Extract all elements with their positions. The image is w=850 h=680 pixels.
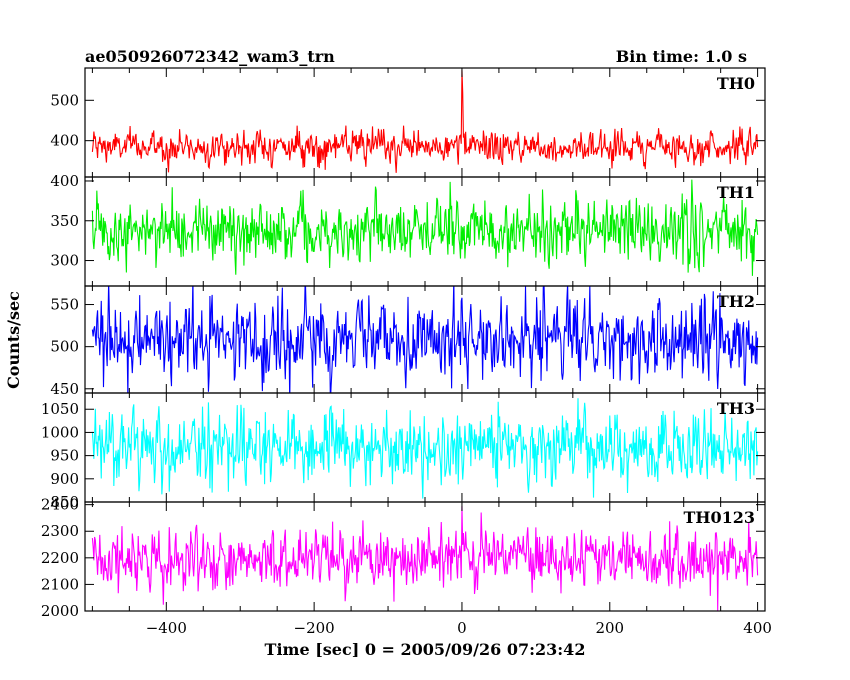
y-tick-label: 2200 [41, 549, 79, 567]
y-tick-label: 1050 [41, 400, 79, 418]
y-tick-label: 1000 [41, 423, 79, 441]
series-line-th1 [91, 179, 759, 276]
panel-label-th0123: TH0123 [683, 508, 755, 527]
bin-time-label: Bin time: 1.0 s [616, 47, 747, 66]
y-tick-label: 850 [50, 493, 79, 511]
y-tick-label: 500 [50, 91, 79, 109]
y-tick-label: 400 [50, 172, 79, 190]
y-tick-label: 2000 [41, 602, 79, 620]
y-tick-label: 350 [50, 212, 79, 230]
series-line-th0123 [91, 505, 759, 611]
x-tick-label: 200 [595, 619, 624, 637]
panel-th2: 450 500 550 TH2 [50, 285, 766, 398]
x-tick-label: −200 [294, 619, 335, 637]
y-tick-label: 450 [50, 380, 79, 398]
panel-th3: 850 900 950 1000 1050 TH3 [41, 392, 766, 511]
y-tick-label: 2300 [41, 522, 79, 540]
panel-label-th1: TH1 [717, 183, 755, 202]
panel-frame [84, 67, 766, 178]
panel-th0: 400 500 TH0 [50, 67, 766, 178]
x-axis: −400 −200 0 200 400 [146, 619, 772, 637]
y-tick-label: 2400 [41, 496, 79, 514]
x-axis-label: Time [sec] 0 = 2005/09/26 07:23:42 [265, 640, 586, 659]
y-tick-label: 550 [50, 296, 79, 314]
y-tick-label: 900 [50, 470, 79, 488]
series-line-th0 [91, 70, 759, 173]
panel-th0123: 2000 2100 2200 2300 2400 TH0123 [41, 496, 766, 620]
chart-title: ae050926072342_wam3_trn [85, 47, 335, 66]
series-line-th2 [91, 286, 759, 393]
y-tick-label: 300 [50, 252, 79, 270]
series-line-th3 [91, 398, 759, 499]
y-tick-label: 2100 [41, 575, 79, 593]
y-tick-label: 950 [50, 447, 79, 465]
panel-label-th2: TH2 [717, 292, 755, 311]
y-tick-label: 400 [50, 132, 79, 150]
panel-th1: 300 350 400 TH1 [50, 172, 766, 287]
x-tick-label: −400 [146, 619, 187, 637]
x-tick-label: 0 [457, 619, 467, 637]
y-axis-label: Counts/sec [4, 291, 23, 389]
panels-group: 400 500 TH0 300 350 400 TH1 450 500 550 TH2 850 900 9… [41, 67, 766, 620]
panel-label-th3: TH3 [717, 399, 755, 418]
panel-label-th0: TH0 [717, 74, 755, 93]
y-tick-label: 500 [50, 338, 79, 356]
x-tick-label: 400 [743, 619, 772, 637]
